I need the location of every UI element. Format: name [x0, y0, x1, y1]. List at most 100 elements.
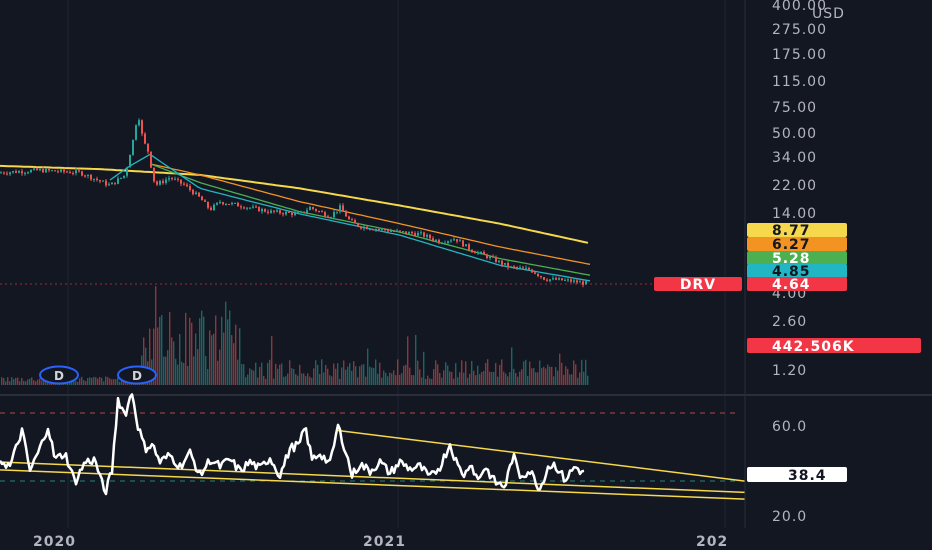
candle-body — [336, 211, 338, 213]
volume-bar — [393, 370, 395, 385]
volume-bar — [87, 378, 89, 385]
symbol-tag[interactable] — [654, 277, 742, 291]
volume-bar — [421, 377, 423, 385]
volume-bar — [15, 377, 17, 385]
dividend-marker[interactable]: D — [39, 365, 79, 385]
candle-body — [465, 244, 467, 247]
ma-yellow-tag — [747, 223, 847, 237]
volume-bar — [491, 372, 493, 385]
time-tick-label: 2021 — [363, 534, 406, 550]
candle-body — [12, 171, 14, 173]
dividend-marker-label: D — [54, 369, 64, 383]
volume-bar — [269, 359, 271, 385]
volume-bar — [549, 366, 551, 385]
candle-body — [306, 210, 308, 213]
volume-bar — [327, 368, 329, 385]
candle-body — [33, 168, 35, 170]
candle-body — [141, 120, 143, 134]
candle-body — [189, 186, 191, 190]
volume-bar — [481, 372, 483, 385]
volume-bar — [457, 377, 459, 385]
volume-bar — [267, 362, 269, 385]
candle-body — [489, 256, 491, 259]
candle-body — [426, 234, 428, 237]
volume-bar — [401, 373, 403, 385]
candle-body — [390, 231, 392, 232]
candle-body — [528, 267, 530, 270]
candle-body — [228, 204, 230, 205]
candle-body — [207, 201, 209, 208]
candle-body — [423, 232, 425, 237]
volume-bar — [239, 328, 241, 385]
time-tick-label: 2020 — [33, 534, 76, 550]
ma-green-tag — [747, 251, 847, 265]
ma-yellow-value: 8.77 — [772, 223, 811, 239]
volume-bar — [79, 378, 81, 385]
candle-body — [513, 266, 515, 268]
volume-bar — [161, 315, 163, 385]
volume-bar — [435, 360, 437, 385]
price-scale[interactable]: 400.00 USD 275.00 175.00 115.00 75.00 50… — [772, 0, 845, 525]
candle-body — [60, 169, 62, 172]
candle-body — [225, 204, 227, 205]
price-candles — [0, 118, 587, 288]
volume-bar — [261, 362, 263, 385]
volume-bar — [475, 375, 477, 385]
volume-bar — [193, 356, 195, 385]
volume-bar — [471, 360, 473, 385]
candle-body — [450, 240, 452, 242]
candle-body — [414, 233, 416, 236]
candle-body — [111, 182, 113, 185]
candle-body — [6, 173, 8, 175]
oscillator-trendline[interactable] — [0, 469, 746, 500]
grid — [67, 0, 726, 528]
candle-body — [282, 213, 284, 215]
candle-body — [435, 239, 437, 241]
volume-bar — [357, 377, 359, 385]
candle-body — [573, 280, 575, 282]
volume-bar — [201, 310, 203, 385]
volume-bar — [515, 373, 517, 385]
volume-bar — [101, 377, 103, 385]
volume-bar — [381, 377, 383, 385]
time-scale[interactable]: 2020 2021 202 — [0, 528, 932, 550]
volume-bar — [583, 371, 585, 385]
candle-body — [384, 228, 386, 231]
series-value-tags: 8.77 6.27 5.28 4.85 DRV 4.64 442.506K 38… — [654, 223, 921, 484]
candle-body — [264, 209, 266, 212]
candle-body — [150, 151, 152, 168]
candle-body — [417, 232, 419, 236]
volume-bar — [265, 378, 267, 385]
candle-body — [126, 167, 128, 176]
candle-body — [120, 177, 122, 179]
price-tick-label: 75.00 — [772, 100, 817, 116]
candle-body — [177, 178, 179, 180]
volume-tag — [747, 338, 921, 353]
volume-bar — [493, 371, 495, 385]
dividend-marker[interactable]: D — [117, 365, 157, 385]
oscillator-trendlines[interactable] — [0, 429, 746, 500]
volume-bar — [365, 376, 367, 385]
volume-bar — [367, 348, 369, 385]
candle-body — [252, 206, 254, 208]
candle-body — [276, 210, 278, 212]
currency-label[interactable]: USD — [812, 6, 845, 22]
volume-bar — [417, 360, 419, 385]
volume-bar — [89, 377, 91, 385]
volume-bar — [163, 356, 165, 385]
volume-bar — [217, 360, 219, 385]
oscillator-trendline[interactable] — [0, 461, 746, 494]
volume-bar — [325, 365, 327, 385]
volume-bar — [293, 369, 295, 385]
volume-bar — [463, 372, 465, 385]
volume-bar — [473, 370, 475, 385]
candle-body — [15, 171, 17, 173]
candle-body — [354, 220, 356, 223]
candle-body — [261, 209, 263, 212]
price-tick-label: 275.00 — [772, 22, 827, 38]
price-tick-label: 22.00 — [772, 178, 817, 194]
oscillator-trendline[interactable] — [337, 429, 746, 482]
volume-bar — [91, 377, 93, 385]
candle-body — [87, 174, 89, 176]
